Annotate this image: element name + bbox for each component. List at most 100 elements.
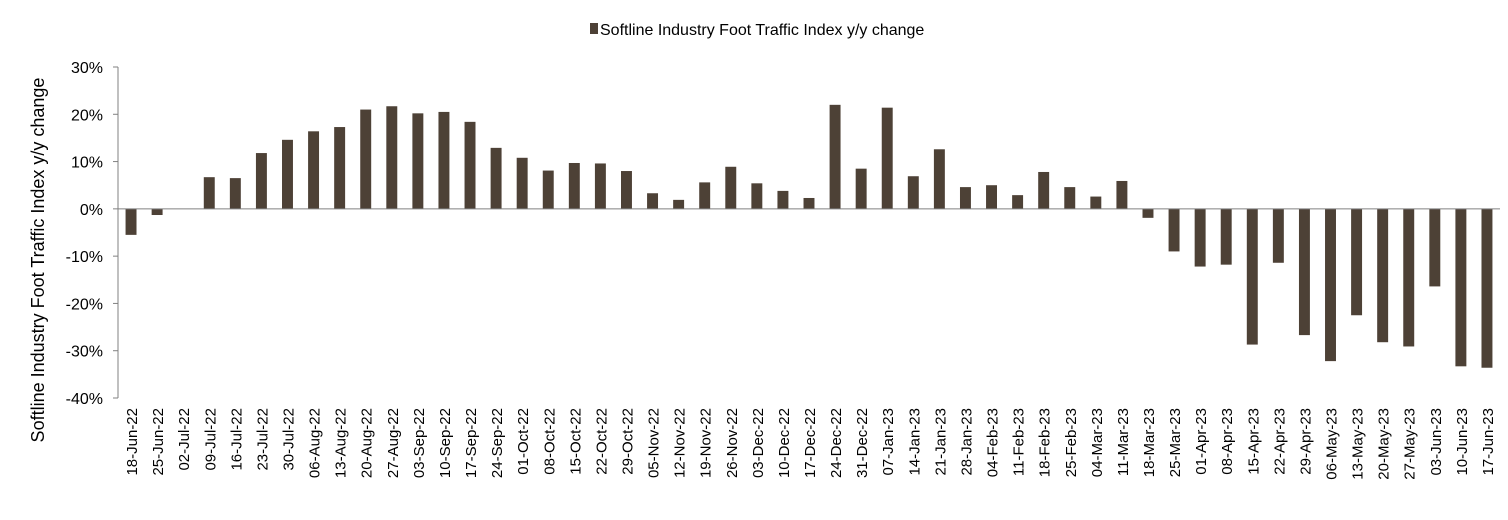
x-tick-label: 20-May-23 xyxy=(1376,408,1393,480)
bar xyxy=(959,187,971,209)
y-tick-label: -10% xyxy=(66,249,103,266)
legend-swatch xyxy=(590,23,598,34)
bar xyxy=(1090,196,1102,209)
x-tick-label: 06-Aug-22 xyxy=(307,408,324,478)
x-tick-label: 04-Feb-23 xyxy=(985,408,1002,477)
x-tick-label: 10-Sep-22 xyxy=(437,408,454,478)
bar xyxy=(751,183,763,209)
bar xyxy=(907,176,919,209)
bar xyxy=(986,185,997,209)
x-tick-label: 24-Dec-22 xyxy=(828,408,845,478)
bar xyxy=(1403,208,1415,347)
bar xyxy=(568,162,580,209)
x-tick-label: 27-Aug-22 xyxy=(385,408,402,478)
x-tick-label: 02-Jul-22 xyxy=(176,408,193,471)
x-tick-label: 12-Nov-22 xyxy=(672,408,689,478)
x-tick-label: 10-Jun-23 xyxy=(1454,408,1471,476)
bar xyxy=(490,147,502,209)
x-tick-label: 07-Jan-23 xyxy=(880,408,897,476)
bar xyxy=(1481,208,1493,368)
bar xyxy=(855,168,867,209)
bar xyxy=(725,166,737,209)
x-tick-label: 01-Apr-23 xyxy=(1193,408,1210,475)
x-tick-label: 05-Nov-22 xyxy=(646,408,663,478)
bar xyxy=(1429,208,1441,287)
bar xyxy=(881,107,893,209)
bar xyxy=(647,193,659,209)
x-tick-label: 24-Sep-22 xyxy=(489,408,506,478)
bar xyxy=(1377,208,1389,343)
x-tick-label: 27-May-23 xyxy=(1402,408,1419,480)
x-tick-label: 19-Nov-22 xyxy=(698,408,715,478)
y-tick-label: -40% xyxy=(66,391,103,408)
bar xyxy=(229,178,241,209)
bar xyxy=(1455,208,1467,367)
x-tick-label: 22-Apr-23 xyxy=(1271,408,1288,475)
bar xyxy=(1064,187,1076,209)
y-tick-label: 30% xyxy=(71,60,103,77)
bar xyxy=(1194,208,1206,267)
bar xyxy=(1298,208,1310,336)
bar xyxy=(1038,171,1050,209)
bar xyxy=(933,149,945,209)
bar xyxy=(412,113,424,209)
legend: Softline Industry Foot Traffic Index y/y… xyxy=(590,22,924,39)
bar xyxy=(803,197,815,209)
x-tick-label: 30-Jul-22 xyxy=(280,408,297,471)
bar xyxy=(829,104,841,209)
x-tick-label: 18-Jun-22 xyxy=(124,408,141,476)
bar xyxy=(1142,208,1154,218)
y-tick-label: 20% xyxy=(71,107,103,124)
bar xyxy=(308,131,320,209)
x-tick-label: 03-Sep-22 xyxy=(411,408,428,478)
x-tick-label: 26-Nov-22 xyxy=(724,408,741,478)
x-tick-label: 15-Oct-22 xyxy=(567,408,584,475)
x-tick-label: 08-Apr-23 xyxy=(1219,408,1236,475)
bar xyxy=(334,127,346,209)
bar xyxy=(360,109,372,209)
axes xyxy=(117,67,1500,398)
x-tick-label: 17-Sep-22 xyxy=(463,408,480,478)
x-tick-label: 28-Jan-23 xyxy=(958,408,975,476)
bar xyxy=(203,177,215,209)
bar xyxy=(1272,208,1284,263)
bar xyxy=(594,163,606,209)
x-tick-label: 29-Apr-23 xyxy=(1297,408,1314,475)
bar xyxy=(125,208,137,235)
x-tick-label: 29-Oct-22 xyxy=(619,408,636,475)
y-tick-label: 10% xyxy=(71,155,103,172)
bar xyxy=(282,139,293,209)
x-tick-label: 17-Jun-23 xyxy=(1480,408,1497,476)
bar xyxy=(1351,208,1363,316)
x-tick-label: 15-Apr-23 xyxy=(1245,408,1262,475)
bar xyxy=(777,190,789,209)
x-tick-label: 11-Mar-23 xyxy=(1115,408,1132,476)
x-tick-label: 25-Feb-23 xyxy=(1063,408,1080,477)
bar xyxy=(464,121,476,209)
x-tick-label: 23-Jul-22 xyxy=(254,408,271,471)
y-axis: 30% 20% 10% 0% -10% -20% -30% -40% xyxy=(66,60,118,408)
bar xyxy=(255,153,267,209)
x-tick-label: 20-Aug-22 xyxy=(359,408,376,478)
bar xyxy=(699,182,711,209)
x-tick-label: 04-Mar-23 xyxy=(1089,408,1106,477)
x-tick-label: 10-Dec-22 xyxy=(776,408,793,478)
x-tick-label: 09-Jul-22 xyxy=(202,408,219,471)
bar xyxy=(673,199,685,209)
x-tick-label: 13-May-23 xyxy=(1350,408,1367,480)
x-tick-label: 25-Jun-22 xyxy=(150,408,167,476)
x-tick-label: 17-Dec-22 xyxy=(802,408,819,478)
y-tick-label: -20% xyxy=(66,296,103,313)
x-axis: 18-Jun-22 25-Jun-22 02-Jul-22 09-Jul-22 16-J… xyxy=(124,408,1497,480)
x-tick-label: 06-May-23 xyxy=(1324,408,1341,480)
bar xyxy=(386,106,398,209)
bar xyxy=(516,157,528,209)
x-tick-label: 21-Jan-23 xyxy=(932,408,949,476)
x-tick-label: 08-Oct-22 xyxy=(541,408,558,475)
x-tick-label: 03-Dec-22 xyxy=(750,408,767,478)
bar xyxy=(1116,180,1128,209)
x-tick-label: 31-Dec-22 xyxy=(854,408,871,478)
bar xyxy=(151,208,163,216)
x-tick-label: 16-Jul-22 xyxy=(228,408,245,471)
